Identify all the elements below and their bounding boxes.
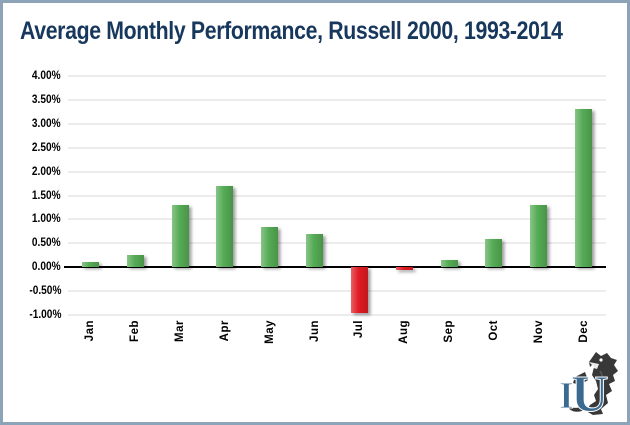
- bar-jan: [81, 262, 99, 268]
- y-tick-label: -0.50%: [28, 285, 61, 298]
- x-tick-label-nov: Nov: [532, 320, 545, 344]
- x-tick-label-mar: Mar: [174, 320, 187, 342]
- y-tick-label: 3.00%: [32, 117, 61, 130]
- bar-jun: [306, 233, 324, 268]
- gridline: [68, 147, 606, 149]
- bar-may: [261, 226, 279, 268]
- gridline: [68, 242, 606, 244]
- x-tick-label-oct: Oct: [487, 320, 500, 341]
- svg-text:I: I: [559, 375, 574, 417]
- bar-feb: [126, 255, 144, 268]
- gridline: [68, 218, 606, 220]
- x-tick-label-jul: Jul: [353, 320, 366, 339]
- x-tick-label-apr: Apr: [218, 320, 231, 342]
- x-tick-label-may: May: [263, 320, 276, 344]
- x-tick-label-dec: Dec: [577, 320, 590, 343]
- y-tick-label: 1.50%: [32, 189, 61, 202]
- bar-dec: [575, 109, 593, 268]
- x-tick-label-sep: Sep: [443, 320, 456, 343]
- plot-area: [64, 75, 606, 316]
- y-tick-label: 2.00%: [32, 165, 61, 178]
- gridline: [68, 290, 606, 292]
- gridline: [68, 75, 606, 77]
- bar-mar: [171, 205, 189, 268]
- bar-sep: [440, 260, 458, 268]
- gridline: [68, 314, 606, 316]
- y-tick-label: 0.50%: [32, 237, 61, 250]
- y-axis: 4.00% 3.50% 3.00% 2.50% 2.00% 1.50% 1.00% 0.50%…: [3, 70, 61, 321]
- y-tick-label: 4.00%: [32, 70, 61, 82]
- svg-text:U: U: [571, 366, 609, 417]
- zero-axis-line: [64, 266, 606, 269]
- lion-silhouette: [567, 352, 618, 415]
- logo-letters: I U: [559, 366, 610, 418]
- bar-aug: [395, 267, 413, 271]
- chart-title: Average Monthly Performance, Russell 200…: [20, 17, 563, 45]
- y-tick-label: 1.00%: [32, 213, 61, 226]
- x-axis: Jan Feb Mar Apr May Jun Jul Aug Sep Oct Nov Dec: [68, 320, 606, 372]
- x-tick-label-feb: Feb: [129, 320, 142, 342]
- gridline: [68, 195, 606, 196]
- y-tick-label: -1.00%: [28, 309, 61, 321]
- gridline: [68, 171, 606, 173]
- bar-nov: [530, 205, 548, 268]
- x-tick-label-jun: Jun: [308, 320, 321, 342]
- bar-jul: [350, 267, 368, 314]
- x-tick-label-jan: Jan: [84, 320, 97, 342]
- bar-oct: [485, 238, 503, 268]
- y-tick-label: 2.50%: [32, 141, 61, 154]
- gridline: [68, 123, 606, 125]
- x-tick-label-aug: Aug: [398, 320, 411, 344]
- gridline: [68, 99, 606, 101]
- y-tick-label: 0.00%: [32, 261, 61, 274]
- y-tick-label: 3.50%: [32, 93, 61, 106]
- bar-apr: [216, 185, 234, 268]
- iu-lion-logo: I U: [559, 352, 618, 418]
